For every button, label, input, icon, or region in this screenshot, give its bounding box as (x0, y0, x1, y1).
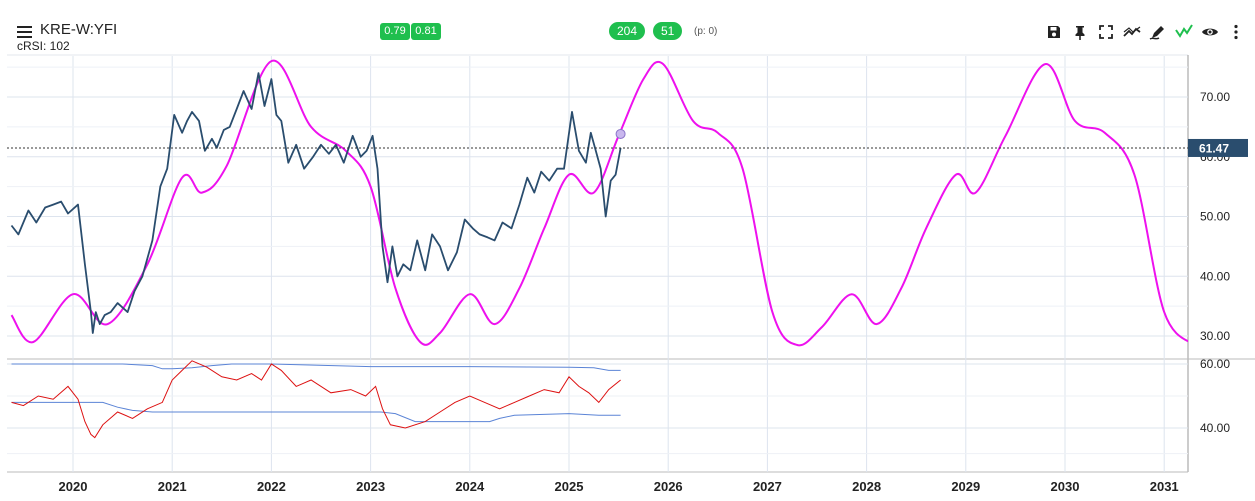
symbol-title: KRE-W:YFI (40, 21, 118, 38)
axes: 70.0060.0050.0040.0030.0060.0040.0061.47… (59, 90, 1248, 494)
indicator-subtitle: cRSI: 102 (17, 39, 70, 53)
grid (7, 54, 1255, 473)
crsi-line (11, 360, 621, 439)
trend-icon[interactable] (1123, 23, 1141, 41)
badge-left-1: 0.79 (380, 23, 410, 40)
x-tick-label: 2027 (753, 479, 782, 494)
cycle-projection-line (10, 59, 1188, 347)
x-tick-label: 2028 (852, 479, 881, 494)
upper-band-line (11, 363, 621, 371)
badge-mid-2: 51 (653, 22, 683, 40)
x-tick-label: 2025 (555, 479, 584, 494)
series-layer (7, 59, 1188, 439)
save-icon[interactable] (1045, 23, 1063, 41)
y-tick-label: 40.00 (1200, 269, 1230, 283)
fullscreen-icon[interactable] (1097, 23, 1115, 41)
signal-icon[interactable] (1175, 23, 1193, 41)
last-value-label-bg (1188, 138, 1248, 157)
last-value-label: 61.47 (1199, 141, 1229, 155)
y-tick-label: 30.00 (1200, 329, 1230, 343)
x-tick-label: 2030 (1051, 479, 1080, 494)
lower-band-line (11, 401, 621, 423)
cursor-dot-marker (615, 128, 626, 139)
x-tick-label: 2022 (257, 479, 286, 494)
badge-left-2: 0.81 (411, 23, 441, 40)
badge-mid-1: 204 (609, 22, 646, 40)
x-tick-label: 2024 (455, 479, 485, 494)
x-tick-label: 2020 (59, 479, 88, 494)
x-tick-label: 2026 (654, 479, 683, 494)
y-tick-label: 70.00 (1200, 90, 1230, 104)
price-line (10, 72, 622, 334)
hamburger-menu-icon[interactable] (17, 26, 32, 38)
sub-y-tick-label: 40.00 (1200, 421, 1230, 435)
p-count-label: (p: 0) (694, 26, 718, 37)
more-icon[interactable] (1227, 23, 1245, 41)
x-tick-label: 2029 (951, 479, 980, 494)
draw-icon[interactable] (1149, 23, 1167, 41)
x-tick-label: 2023 (356, 479, 385, 494)
x-tick-label: 2031 (1150, 479, 1179, 494)
pin-icon[interactable] (1071, 23, 1089, 41)
crsi-bands (11, 363, 621, 423)
y-tick-label: 50.00 (1200, 210, 1230, 224)
sub-y-tick-label: 60.00 (1200, 357, 1230, 371)
x-tick-label: 2021 (158, 479, 187, 494)
eye-icon[interactable] (1201, 23, 1219, 41)
